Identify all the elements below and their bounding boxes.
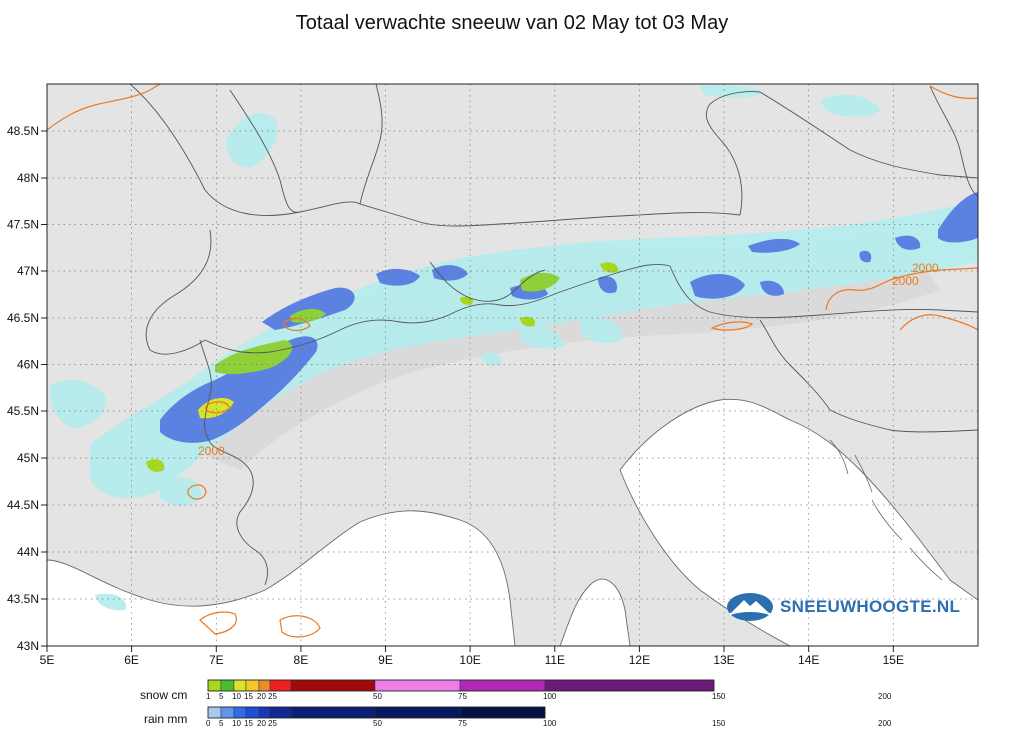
legend-color-swatch xyxy=(459,706,546,719)
axis-ticks xyxy=(41,130,894,652)
lat-label: 43.5N xyxy=(7,592,39,606)
light-rain-areas xyxy=(49,85,978,611)
lat-label: 45.5N xyxy=(7,404,39,418)
legend-tick-label: 100 xyxy=(543,719,557,728)
grid-lines xyxy=(47,84,978,646)
legend-tick-label: 20 xyxy=(257,692,266,701)
legend-tick-label: 150 xyxy=(712,692,726,701)
legend-tick-label: 200 xyxy=(878,692,892,701)
country-borders xyxy=(129,84,978,586)
legend-color-swatch xyxy=(258,679,271,692)
legend-color-swatch xyxy=(258,706,271,719)
contour-label: 2000 xyxy=(912,261,939,275)
legend-tick-label: 75 xyxy=(458,719,467,728)
legend-tick-label: 100 xyxy=(543,692,557,701)
legend-tick-label: 25 xyxy=(268,719,277,728)
legend-color-swatch xyxy=(233,706,247,719)
rain-color-bar xyxy=(207,706,546,719)
adriatic-sea xyxy=(619,398,978,646)
legend-color-swatch xyxy=(233,679,247,692)
lon-label: 5E xyxy=(40,653,55,667)
legend-tick-label: 50 xyxy=(373,692,382,701)
legend-tick-label: 5 xyxy=(219,692,224,701)
brand-logo[interactable]: SNEEUWHOOGTE.NL xyxy=(726,592,960,622)
legend-tick-label: 15 xyxy=(244,692,253,701)
lat-label: 46.5N xyxy=(7,311,39,325)
legend-color-swatch xyxy=(290,679,376,692)
lat-label: 44.5N xyxy=(7,498,39,512)
lon-label: 7E xyxy=(209,653,224,667)
legend-color-swatch xyxy=(207,706,222,719)
lat-label: 47N xyxy=(17,264,39,278)
lon-label: 6E xyxy=(124,653,139,667)
legend-color-swatch xyxy=(220,679,235,692)
lon-label: 10E xyxy=(459,653,480,667)
lat-label: 45N xyxy=(17,451,39,465)
legend-color-swatch xyxy=(290,706,376,719)
legend-color-swatch xyxy=(544,679,715,692)
legend-color-swatch xyxy=(374,706,461,719)
lon-label: 8E xyxy=(294,653,309,667)
legend-tick-label: 25 xyxy=(268,692,277,701)
snow-color-bar xyxy=(207,679,715,692)
legend-color-swatch xyxy=(374,679,461,692)
lat-label: 48N xyxy=(17,171,39,185)
legend-tick-label: 15 xyxy=(244,719,253,728)
lon-label: 15E xyxy=(883,653,904,667)
legend-tick-label: 50 xyxy=(373,719,382,728)
lon-label: 9E xyxy=(378,653,393,667)
contour-label: 2000 xyxy=(892,274,919,288)
lat-label: 47.5N xyxy=(7,218,39,232)
snow-legend-label: snow cm xyxy=(140,688,188,702)
contour-label: 2000 xyxy=(198,444,225,458)
longitude-labels: 5E 6E 7E 8E 9E 10E 11E 12E 13E 14E 15E xyxy=(40,653,904,667)
legend-tick-label: 10 xyxy=(232,719,241,728)
legend-tick-label: 20 xyxy=(257,719,266,728)
rain-legend-label: rain mm xyxy=(144,712,188,726)
legend-tick-label: 200 xyxy=(878,719,892,728)
legend-tick-label: 1 xyxy=(206,692,211,701)
mountain-logo-icon xyxy=(727,593,773,621)
legend-bar-frame xyxy=(207,706,546,719)
latitude-labels: 48.5N 48N 47.5N 47N 46.5N 46N 45.5N 45N … xyxy=(7,124,39,653)
legend-color-swatch xyxy=(207,679,222,692)
elevation-contours xyxy=(47,84,978,638)
legend-color-swatch xyxy=(245,706,260,719)
legend-tick-label: 75 xyxy=(458,692,467,701)
legend-bar-frame xyxy=(207,679,715,692)
lat-label: 46N xyxy=(17,358,39,372)
legend-color-swatch xyxy=(220,706,235,719)
legend-color-swatch xyxy=(269,706,292,719)
legend-tick-label: 0 xyxy=(206,719,211,728)
lon-label: 12E xyxy=(629,653,650,667)
lon-label: 11E xyxy=(545,653,565,667)
ligurian-sea xyxy=(47,510,516,646)
lat-label: 44N xyxy=(17,545,39,559)
legend-tick-label: 10 xyxy=(232,692,241,701)
lon-label: 13E xyxy=(713,653,734,667)
tyrrhenian-sea xyxy=(559,578,631,646)
lat-label: 43N xyxy=(17,639,39,653)
lat-label: 48.5N xyxy=(7,124,39,138)
legend-color-swatch xyxy=(459,679,546,692)
legend-tick-label: 150 xyxy=(712,719,726,728)
legend-color-swatch xyxy=(269,679,292,692)
brand-name: SNEEUWHOOGTE.NL xyxy=(780,597,961,616)
lon-label: 14E xyxy=(798,653,819,667)
legend-tick-label: 5 xyxy=(219,719,224,728)
chart-title: Totaal verwachte sneeuw van 02 May tot 0… xyxy=(295,12,729,34)
legend-color-swatch xyxy=(245,679,260,692)
